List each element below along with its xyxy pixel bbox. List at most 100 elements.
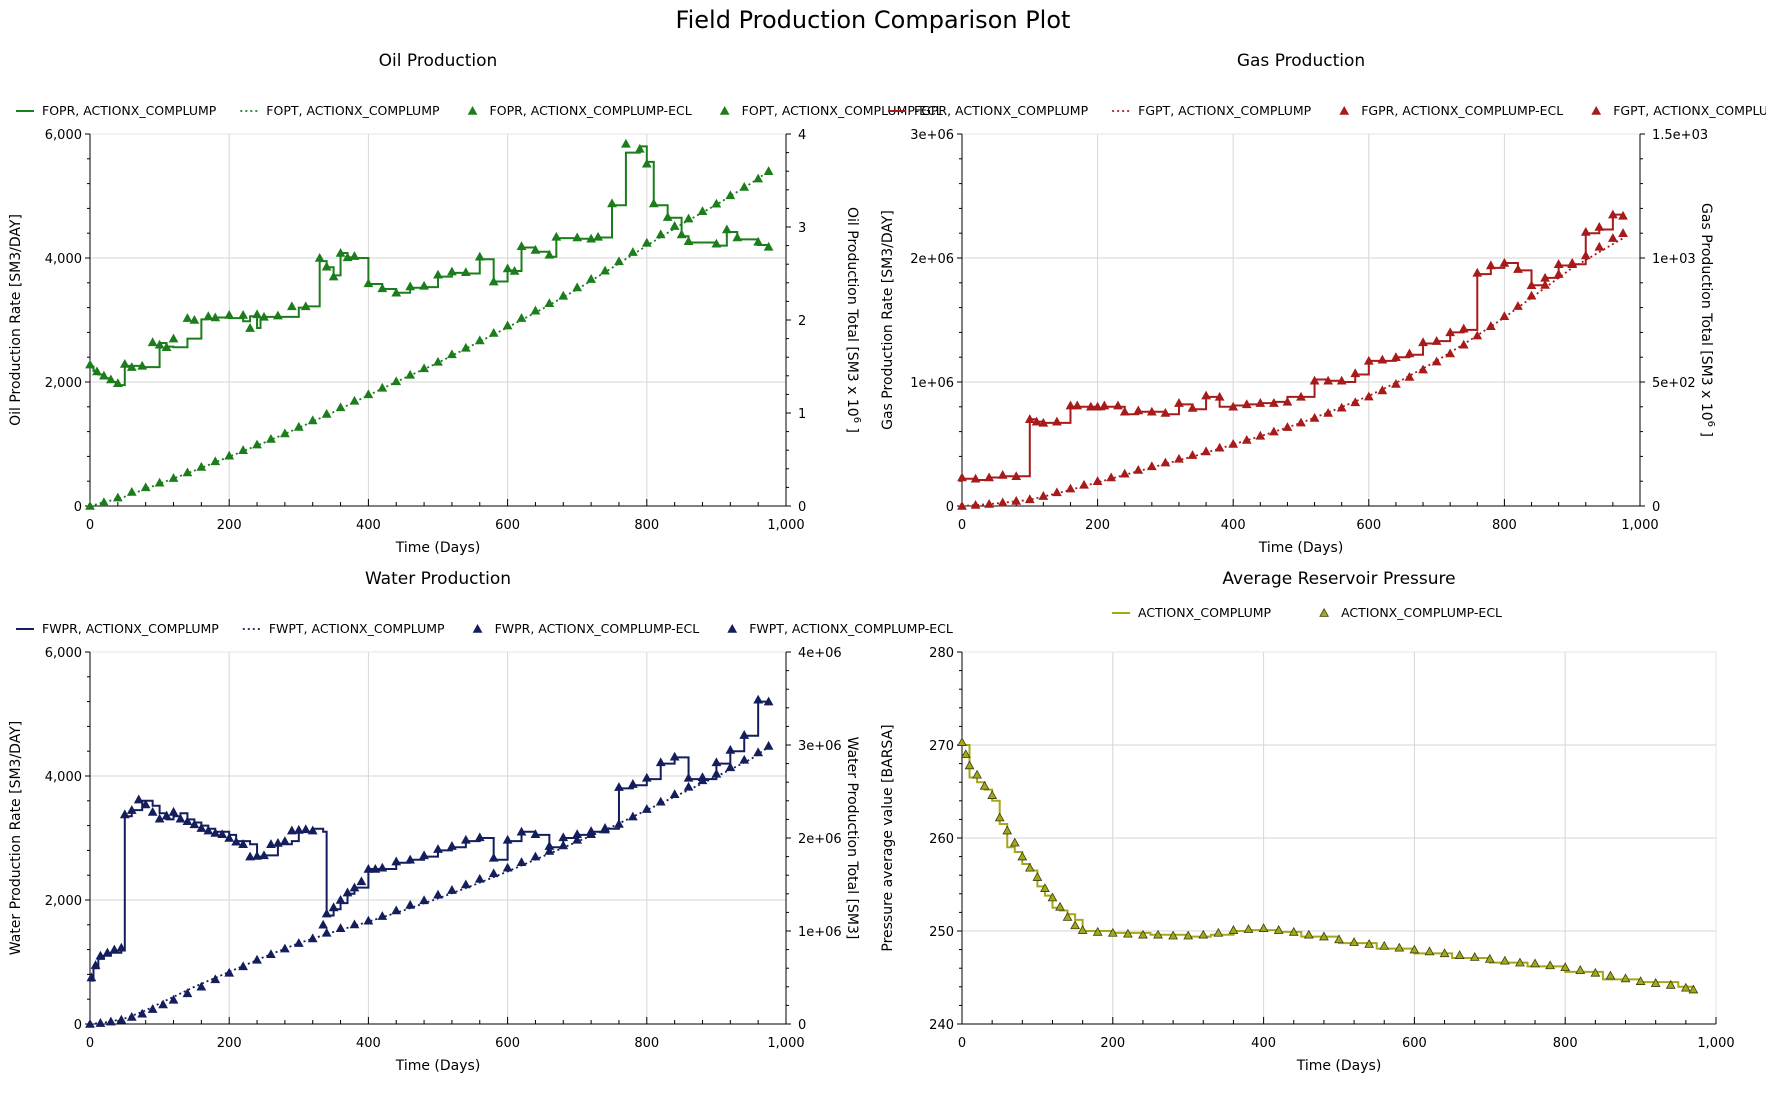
series-marker-4 — [137, 1008, 148, 1018]
legend-entry-1: ACTIONX_COMPLUMP — [1112, 605, 1272, 620]
series-marker-3 — [1099, 400, 1110, 410]
series-marker-3 — [363, 278, 374, 288]
x-tick-label: 600 — [495, 518, 520, 533]
series-marker-3 — [377, 862, 388, 872]
series-marker-3 — [189, 819, 200, 829]
series-marker-3 — [1174, 398, 1184, 407]
series-group — [85, 694, 774, 1028]
legend-label: FOPT, ACTIONX_COMPLUMP — [266, 103, 440, 118]
series-marker-4 — [1228, 438, 1239, 448]
subplot-1: Oil Production 0 200 400 600 800 1,000 0 2,000 4,… — [8, 51, 943, 556]
series-marker-4 — [196, 461, 207, 471]
series-marker-2 — [1009, 837, 1020, 847]
series-marker-2 — [1454, 950, 1465, 959]
legend-entry-1: FOPR, ACTIONX_COMPLUMP — [16, 103, 217, 118]
series-marker-3 — [161, 342, 172, 352]
series-marker-4 — [1418, 364, 1428, 374]
series-marker-4 — [280, 428, 290, 438]
series-marker-3 — [634, 143, 645, 153]
series-marker-4 — [433, 889, 443, 899]
y2-tick-label: 4 — [798, 128, 806, 143]
series-marker-3 — [1323, 375, 1333, 385]
series-marker-2 — [1168, 930, 1178, 940]
legend-entry-1: FWPR, ACTIONX_COMPLUMP — [16, 621, 219, 636]
series-marker-3 — [683, 236, 694, 246]
series-marker-3 — [984, 472, 994, 482]
series-marker-4 — [293, 938, 304, 947]
series-marker-4 — [1363, 391, 1374, 401]
series-marker-3 — [203, 311, 214, 321]
legend-label: FOPR, ACTIONX_COMPLUMP — [42, 103, 217, 118]
y2-axis-label-main: Oil Production Total [SM3 x 10 — [844, 207, 860, 417]
series-marker-4 — [1404, 372, 1415, 381]
legend-entry-4: FWPT, ACTIONX_COMPLUMP-ECL — [727, 621, 953, 636]
series-marker-4 — [544, 845, 555, 855]
series-marker-3 — [1594, 221, 1605, 231]
series-marker-4 — [126, 1012, 137, 1021]
series-marker-4 — [116, 1014, 127, 1024]
series-marker-3 — [245, 323, 255, 332]
series-marker-4 — [725, 190, 736, 200]
series-group — [957, 737, 1699, 994]
series-marker-4 — [154, 477, 165, 487]
y2-axis-label: Water Production Total [SM3] — [844, 737, 860, 940]
y-axis-label: Oil Production Rate [SM3/DAY] — [8, 214, 24, 426]
legend-swatch — [1339, 105, 1350, 115]
series-marker-3 — [1072, 400, 1083, 410]
x-tick-label: 0 — [86, 1036, 94, 1051]
legend-label: ACTIONX_COMPLUMP-ECL — [1341, 605, 1502, 620]
series-marker-3 — [140, 799, 151, 809]
series-marker-3 — [1052, 416, 1062, 426]
legend-entry-1: FGPR, ACTIONX_COMPLUMP — [888, 103, 1089, 118]
series-marker-3 — [1608, 209, 1618, 219]
series-marker-3 — [92, 366, 102, 376]
x-tick-label: 400 — [1251, 1036, 1276, 1051]
series-marker-4 — [1282, 422, 1293, 431]
y-tick-label: 240 — [929, 1018, 954, 1033]
series-marker-3 — [147, 337, 158, 347]
series-marker-4 — [433, 356, 443, 366]
series-marker-4 — [349, 919, 360, 929]
series-marker-4 — [1174, 453, 1184, 463]
plot-frame — [89, 651, 787, 1025]
series-marker-3 — [126, 805, 137, 814]
series-marker-4 — [558, 840, 569, 850]
series-marker-3 — [286, 301, 297, 311]
series-marker-4 — [349, 395, 360, 405]
series-marker-2 — [1107, 927, 1118, 937]
y2-axis-label-main: Water Production Total [SM3] — [844, 737, 860, 940]
legend-entry-3: FOPR, ACTIONX_COMPLUMP-ECL — [467, 103, 692, 118]
series-marker-3 — [1499, 257, 1510, 267]
series-marker-2 — [1605, 970, 1616, 980]
series-marker-4 — [210, 974, 221, 984]
series-marker-4 — [1377, 385, 1388, 395]
series-marker-4 — [1323, 407, 1333, 417]
series-marker-3 — [182, 816, 193, 826]
y-tick-label: 6,000 — [45, 646, 82, 661]
series-marker-4 — [168, 994, 179, 1004]
series-marker-3 — [318, 919, 329, 929]
series-marker-4 — [405, 899, 416, 909]
series-marker-4 — [252, 954, 262, 964]
y-tick-label: 2e+06 — [910, 252, 954, 267]
y-tick-label: 0 — [74, 1018, 82, 1033]
series-marker-4 — [641, 237, 652, 247]
x-tick-label: 400 — [356, 1036, 381, 1051]
series-marker-4 — [106, 1016, 116, 1026]
y2-tick-label: 1e+06 — [798, 925, 842, 940]
series-marker-4 — [1350, 397, 1361, 407]
series-marker-4 — [474, 335, 485, 345]
series-marker-4 — [126, 487, 137, 496]
series-marker-3 — [669, 751, 680, 761]
series-marker-4 — [1065, 483, 1076, 493]
series-marker-3 — [551, 231, 562, 241]
series-marker-3 — [116, 942, 127, 952]
series-marker-3 — [614, 782, 624, 791]
legend-entry-2: FWPT, ACTIONX_COMPLUMP — [242, 621, 445, 636]
series-marker-4 — [140, 482, 151, 492]
series-marker-3 — [286, 825, 297, 835]
y-axis-label: Pressure average value [BARSA] — [880, 724, 896, 951]
series-marker-4 — [655, 229, 666, 239]
series-marker-2 — [1077, 925, 1088, 934]
series-marker-4 — [1594, 241, 1605, 251]
